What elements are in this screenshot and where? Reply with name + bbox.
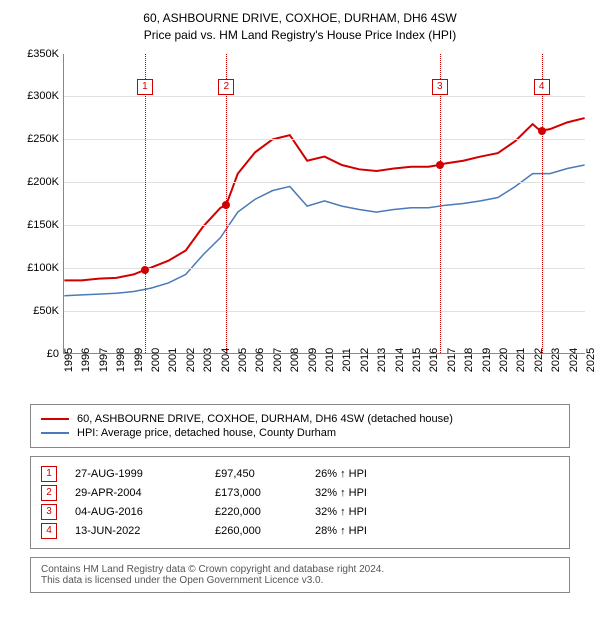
y-axis-label: £350K: [19, 48, 59, 60]
title-address: 60, ASHBOURNE DRIVE, COXHOE, DURHAM, DH6…: [15, 10, 585, 27]
sale-date: 27-AUG-1999: [75, 468, 215, 480]
gridline: [64, 96, 585, 97]
title-subtitle: Price paid vs. HM Land Registry's House …: [15, 27, 585, 44]
series-line-hpi: [64, 165, 584, 296]
sale-point-dot: [141, 266, 149, 274]
x-axis-label: 1996: [80, 347, 92, 371]
footer-line1: Contains HM Land Registry data © Crown c…: [41, 564, 559, 575]
y-axis-label: £250K: [19, 133, 59, 145]
x-axis-label: 1999: [133, 347, 145, 371]
sale-point-dot: [436, 161, 444, 169]
sale-id-badge: 4: [41, 523, 57, 539]
x-axis-label: 2003: [202, 347, 214, 371]
sale-marker-badge: 3: [432, 79, 448, 95]
x-axis-label: 2021: [515, 347, 527, 371]
legend-swatch: [41, 432, 69, 434]
x-axis-label: 1997: [98, 347, 110, 371]
x-axis-label: 2017: [446, 347, 458, 371]
legend-label: 60, ASHBOURNE DRIVE, COXHOE, DURHAM, DH6…: [77, 413, 453, 425]
x-axis-label: 2012: [359, 347, 371, 371]
x-axis-label: 2006: [254, 347, 266, 371]
sale-date: 13-JUN-2022: [75, 525, 215, 537]
x-axis-label: 2007: [272, 347, 284, 371]
x-axis-label: 2025: [585, 347, 597, 371]
y-axis-label: £300K: [19, 90, 59, 102]
sale-id-badge: 2: [41, 485, 57, 501]
gridline: [64, 225, 585, 226]
sale-marker-line: [542, 54, 543, 353]
legend-label: HPI: Average price, detached house, Coun…: [77, 427, 336, 439]
sale-marker-badge: 4: [534, 79, 550, 95]
y-axis-label: £0: [19, 348, 59, 360]
x-axis-label: 2019: [481, 347, 493, 371]
footer-line2: This data is licensed under the Open Gov…: [41, 575, 559, 586]
x-axis-label: 2011: [341, 348, 353, 372]
footer: Contains HM Land Registry data © Crown c…: [30, 557, 570, 593]
sale-price: £97,450: [215, 468, 315, 480]
sale-point-dot: [538, 127, 546, 135]
sale-date: 29-APR-2004: [75, 487, 215, 499]
sale-price: £260,000: [215, 525, 315, 537]
sale-row: 2 29-APR-2004£173,00032% ↑ HPI: [41, 485, 559, 501]
x-axis-label: 2014: [394, 347, 406, 371]
x-axis-label: 2015: [411, 347, 423, 371]
y-axis-label: £100K: [19, 262, 59, 274]
sale-delta: 28% ↑ HPI: [315, 525, 367, 537]
x-axis-label: 2020: [498, 347, 510, 371]
legend-item: HPI: Average price, detached house, Coun…: [41, 427, 559, 439]
sale-delta: 26% ↑ HPI: [315, 468, 367, 480]
sale-row: 3 04-AUG-2016£220,00032% ↑ HPI: [41, 504, 559, 520]
x-axis-label: 2005: [237, 347, 249, 371]
legend-item: 60, ASHBOURNE DRIVE, COXHOE, DURHAM, DH6…: [41, 413, 559, 425]
x-axis-label: 1995: [63, 347, 75, 371]
x-axis-label: 2001: [167, 347, 179, 371]
sale-price: £173,000: [215, 487, 315, 499]
series-svg: [64, 54, 585, 353]
x-axis-label: 2013: [376, 347, 388, 371]
sales-table: 1 27-AUG-1999£97,45026% ↑ HPI 2 29-APR-2004…: [30, 456, 570, 549]
sale-id-badge: 3: [41, 504, 57, 520]
x-axis-label: 2009: [307, 347, 319, 371]
sale-marker-line: [440, 54, 441, 353]
y-axis-label: £50K: [19, 305, 59, 317]
x-axis-label: 2023: [550, 347, 562, 371]
x-axis-label: 1998: [115, 347, 127, 371]
title-block: 60, ASHBOURNE DRIVE, COXHOE, DURHAM, DH6…: [15, 10, 585, 44]
x-axis-label: 2000: [150, 347, 162, 371]
y-axis-label: £150K: [19, 219, 59, 231]
chart-container: 60, ASHBOURNE DRIVE, COXHOE, DURHAM, DH6…: [0, 0, 600, 611]
legend-swatch: [41, 418, 69, 420]
plot-area: 1 2 3 4: [63, 54, 585, 354]
sale-id-badge: 1: [41, 466, 57, 482]
x-axis-label: 2022: [533, 347, 545, 371]
sale-delta: 32% ↑ HPI: [315, 506, 367, 518]
chart: 1234 £0£50K£100K£150K£200K£250K£300K£350…: [15, 54, 585, 394]
x-axis-label: 2004: [220, 347, 232, 371]
sale-date: 04-AUG-2016: [75, 506, 215, 518]
x-axis-label: 2016: [428, 347, 440, 371]
x-axis-label: 2010: [324, 347, 336, 371]
y-axis-label: £200K: [19, 176, 59, 188]
x-axis-label: 2008: [289, 347, 301, 371]
legend: 60, ASHBOURNE DRIVE, COXHOE, DURHAM, DH6…: [30, 404, 570, 448]
x-axis-label: 2002: [185, 347, 197, 371]
x-axis-label: 2018: [463, 347, 475, 371]
sale-row: 1 27-AUG-1999£97,45026% ↑ HPI: [41, 466, 559, 482]
gridline: [64, 182, 585, 183]
sale-marker-badge: 2: [218, 79, 234, 95]
x-axis-label: 2024: [568, 347, 580, 371]
sale-point-dot: [222, 201, 230, 209]
gridline: [64, 311, 585, 312]
gridline: [64, 139, 585, 140]
sale-marker-badge: 1: [137, 79, 153, 95]
sale-price: £220,000: [215, 506, 315, 518]
sale-marker-line: [145, 54, 146, 353]
sale-row: 4 13-JUN-2022£260,00028% ↑ HPI: [41, 523, 559, 539]
sale-delta: 32% ↑ HPI: [315, 487, 367, 499]
series-line-subject_property: [64, 118, 584, 280]
